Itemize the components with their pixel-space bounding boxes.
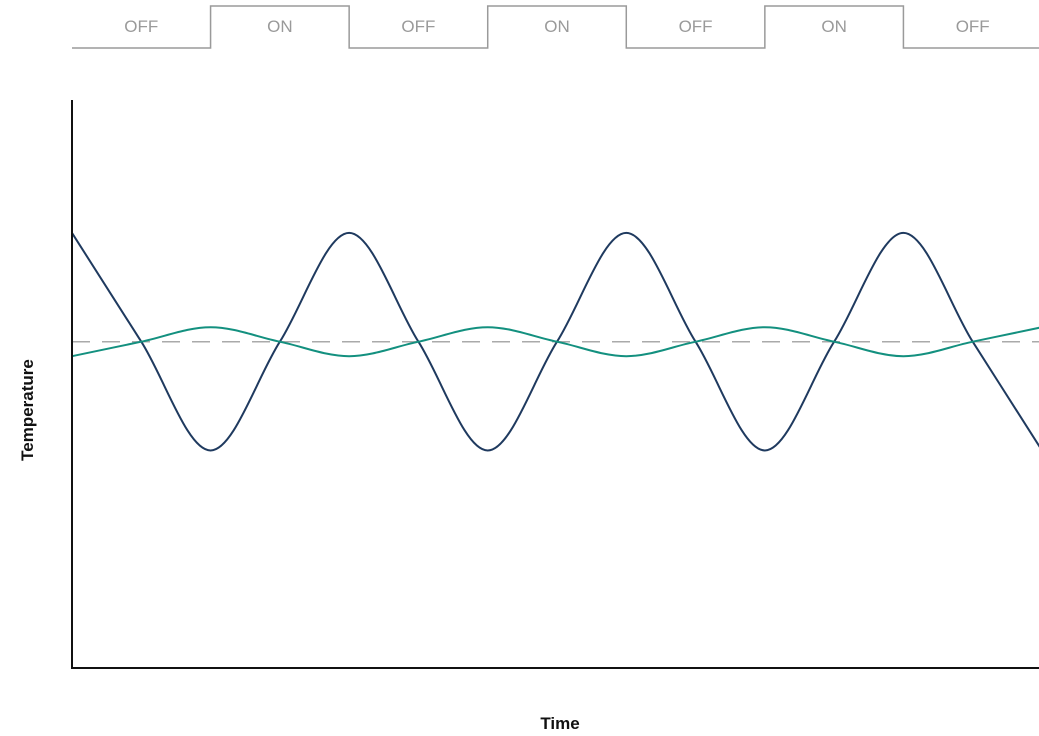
state-label-6: ON (821, 17, 847, 36)
state-label-7: OFF (956, 17, 990, 36)
state-label-3: OFF (401, 17, 435, 36)
series-line-2 (71, 326, 1039, 358)
state-label-2: ON (267, 17, 293, 36)
state-label-4: ON (544, 17, 570, 36)
heater-state-strip: OFF ON OFF ON OFF ON OFF (72, 5, 1039, 49)
state-outline (72, 5, 1039, 49)
series-group (71, 231, 1039, 452)
state-label-5: OFF (679, 17, 713, 36)
state-label-1: OFF (124, 17, 158, 36)
x-axis-title: Time (540, 714, 579, 733)
y-axis-title: Temperature (18, 359, 37, 461)
